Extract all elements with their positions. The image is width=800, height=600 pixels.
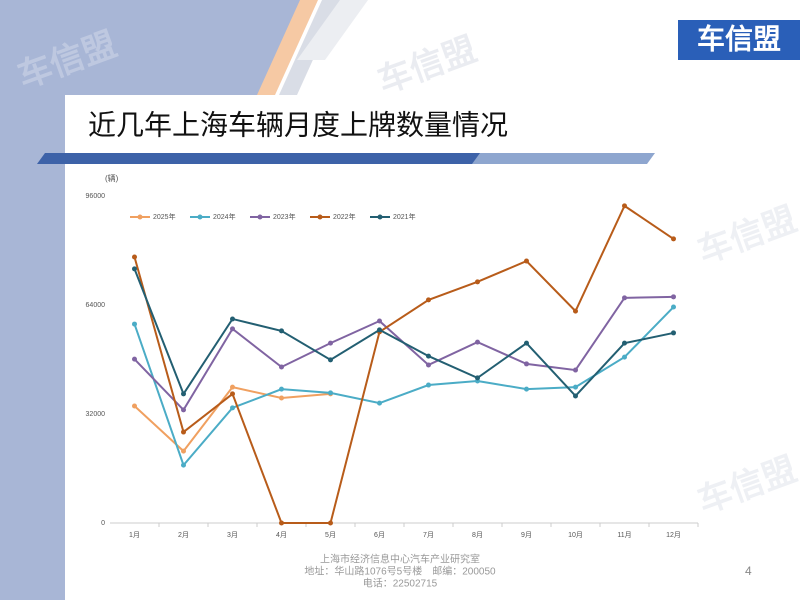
data-point (132, 403, 137, 409)
data-point (132, 254, 137, 260)
data-point (181, 429, 186, 435)
data-point (181, 448, 186, 454)
y-tick-label: 96000 (86, 193, 106, 200)
y-unit: (辆) (105, 173, 119, 183)
x-tick-label: 6月 (374, 531, 385, 539)
y-tick-label: 0 (101, 520, 105, 527)
x-tick-label: 10月 (568, 531, 583, 539)
data-point (524, 361, 529, 367)
stripe (297, 0, 368, 60)
data-point (622, 340, 627, 346)
data-point (622, 354, 627, 360)
logo-box (678, 20, 800, 60)
data-point (132, 321, 137, 327)
footer: 上海市经济信息中心汽车产业研究室 (320, 553, 480, 566)
x-tick-label: 11月 (617, 531, 631, 539)
data-point (328, 340, 333, 346)
data-point (524, 258, 529, 264)
data-point (426, 297, 431, 303)
x-tick-label: 4月 (276, 531, 287, 539)
legend-dot (257, 214, 263, 220)
data-point (573, 393, 578, 399)
data-point (132, 266, 137, 272)
legend-label: 2021年 (393, 212, 416, 221)
legend-label: 2024年 (213, 212, 236, 221)
series-line (133, 204, 675, 524)
data-point (230, 326, 235, 332)
data-point (524, 386, 529, 392)
data-point (671, 330, 676, 336)
data-point (230, 384, 235, 390)
data-point (279, 395, 284, 401)
x-tick-label: 1月 (129, 531, 140, 539)
x-tick-label: 5月 (325, 531, 336, 539)
x-tick-label: 2月 (178, 531, 189, 539)
data-point (279, 364, 284, 370)
data-point (573, 308, 578, 314)
data-point (181, 391, 186, 397)
data-point (328, 520, 333, 526)
data-point (279, 520, 284, 526)
legend-label: 2023年 (273, 212, 296, 221)
data-point (426, 362, 431, 368)
title-bar-dark (37, 153, 480, 164)
data-point (671, 236, 676, 242)
data-point (279, 386, 284, 392)
legend-dot (197, 214, 203, 220)
legend-dot (377, 214, 383, 220)
data-point (426, 382, 431, 388)
x-tick-label: 8月 (472, 531, 483, 539)
logo: 车信盟 (697, 22, 781, 54)
x-tick-label: 3月 (227, 531, 238, 539)
legend-label: 2022年 (333, 212, 356, 221)
series-line (133, 268, 674, 398)
data-point (377, 400, 382, 406)
y-tick-label: 64000 (86, 302, 106, 309)
data-point (230, 405, 235, 411)
x-tick-label: 9月 (521, 531, 532, 539)
data-point (377, 318, 382, 324)
legend-label: 2025年 (153, 212, 176, 221)
y-tick-label: 32000 (86, 411, 106, 418)
chart-title: 近几年上海车辆月度上牌数量情况 (88, 109, 508, 140)
legend-dot (317, 214, 323, 220)
data-point (132, 356, 137, 362)
data-point (573, 367, 578, 373)
data-point (230, 391, 235, 397)
data-point (328, 390, 333, 396)
data-point (573, 384, 578, 390)
data-point (622, 203, 627, 209)
stripe (257, 0, 318, 95)
x-tick-label: 12月 (666, 531, 681, 539)
data-point (230, 316, 235, 322)
page-number: 4 (745, 564, 752, 578)
data-point (622, 295, 627, 301)
data-point (671, 304, 676, 310)
data-point (524, 340, 529, 346)
footer: 电话：22502715 (363, 577, 438, 590)
data-point (181, 407, 186, 413)
legend-dot (137, 214, 143, 220)
data-point (426, 353, 431, 359)
data-point (671, 294, 676, 300)
data-point (279, 328, 284, 334)
data-point (181, 462, 186, 468)
data-point (475, 375, 480, 381)
data-point (475, 279, 480, 285)
data-point (475, 339, 480, 345)
footer: 地址：华山路1076号5号楼 邮编：200050 (304, 565, 496, 578)
x-tick-label: 7月 (423, 531, 434, 539)
series-line (133, 306, 675, 468)
data-point (328, 357, 333, 363)
data-point (377, 327, 382, 333)
